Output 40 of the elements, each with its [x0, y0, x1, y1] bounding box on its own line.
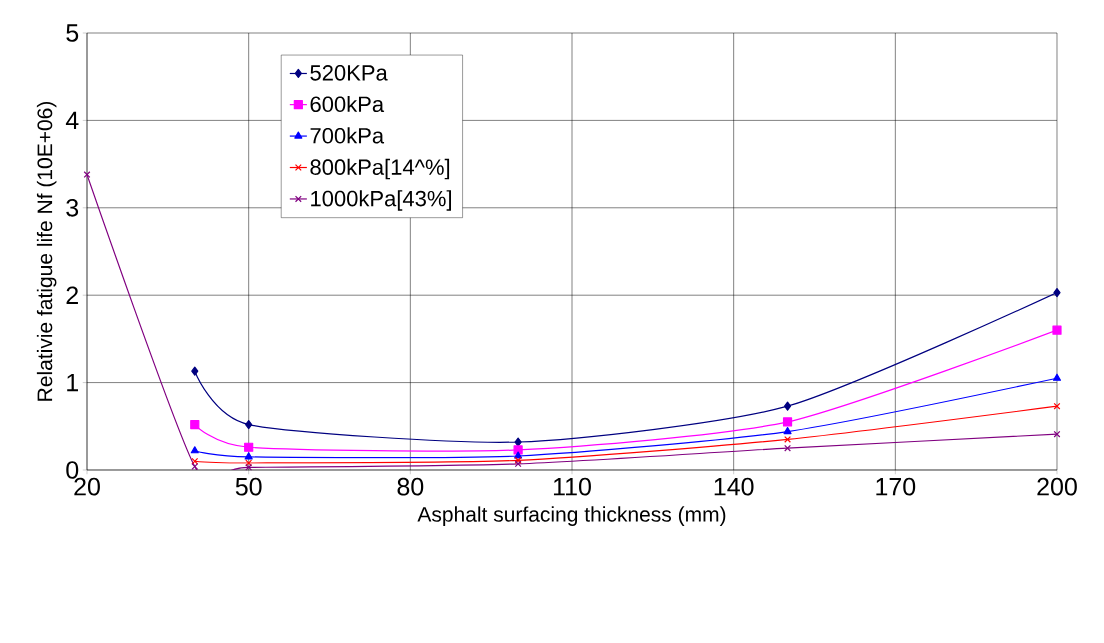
legend-label: 1000kPa[43%]	[311, 190, 451, 211]
legend-label: 700kPa	[310, 127, 385, 144]
legend-label: 600kPa	[310, 95, 385, 113]
point	[514, 456, 522, 464]
point	[1053, 430, 1061, 438]
point	[1053, 402, 1061, 410]
point	[514, 451, 523, 459]
point	[1052, 373, 1062, 381]
x-tick-label: 20	[74, 477, 100, 496]
point	[514, 437, 522, 447]
y-tick-label: 3	[66, 198, 79, 217]
point	[782, 417, 793, 427]
point	[83, 171, 91, 179]
point	[783, 426, 792, 435]
y-tick-label: 1	[67, 373, 78, 392]
y-tick-label: 4	[65, 111, 79, 129]
point	[244, 442, 254, 452]
x-tick-label: 80	[397, 477, 424, 496]
x-tick-label: 110	[553, 477, 591, 496]
x-tick-label: 140	[714, 477, 754, 496]
point	[191, 366, 199, 376]
point	[783, 401, 792, 411]
x-tick-label: 50	[235, 477, 262, 496]
y-tick-label: 2	[66, 286, 78, 304]
point	[1052, 325, 1062, 335]
x-tick-label: 170	[876, 477, 916, 496]
y-tick-label: 5	[66, 24, 79, 42]
point	[190, 419, 200, 430]
x-tick-label: 200	[1037, 477, 1077, 496]
x-axis-title: Asphalt surfacing thickness (mm)	[417, 506, 726, 526]
legend-label: 520KPa	[310, 65, 388, 81]
point	[244, 452, 253, 460]
point	[1053, 287, 1061, 298]
y-axis-title: Relativie fatigue life Nf (10E+06)	[36, 101, 57, 401]
point	[784, 444, 791, 452]
legend-label: 800kPa[14^%]	[310, 158, 450, 180]
point	[191, 463, 199, 470]
y-tick-label: 0	[66, 461, 79, 479]
point	[245, 419, 253, 430]
point	[190, 446, 199, 454]
